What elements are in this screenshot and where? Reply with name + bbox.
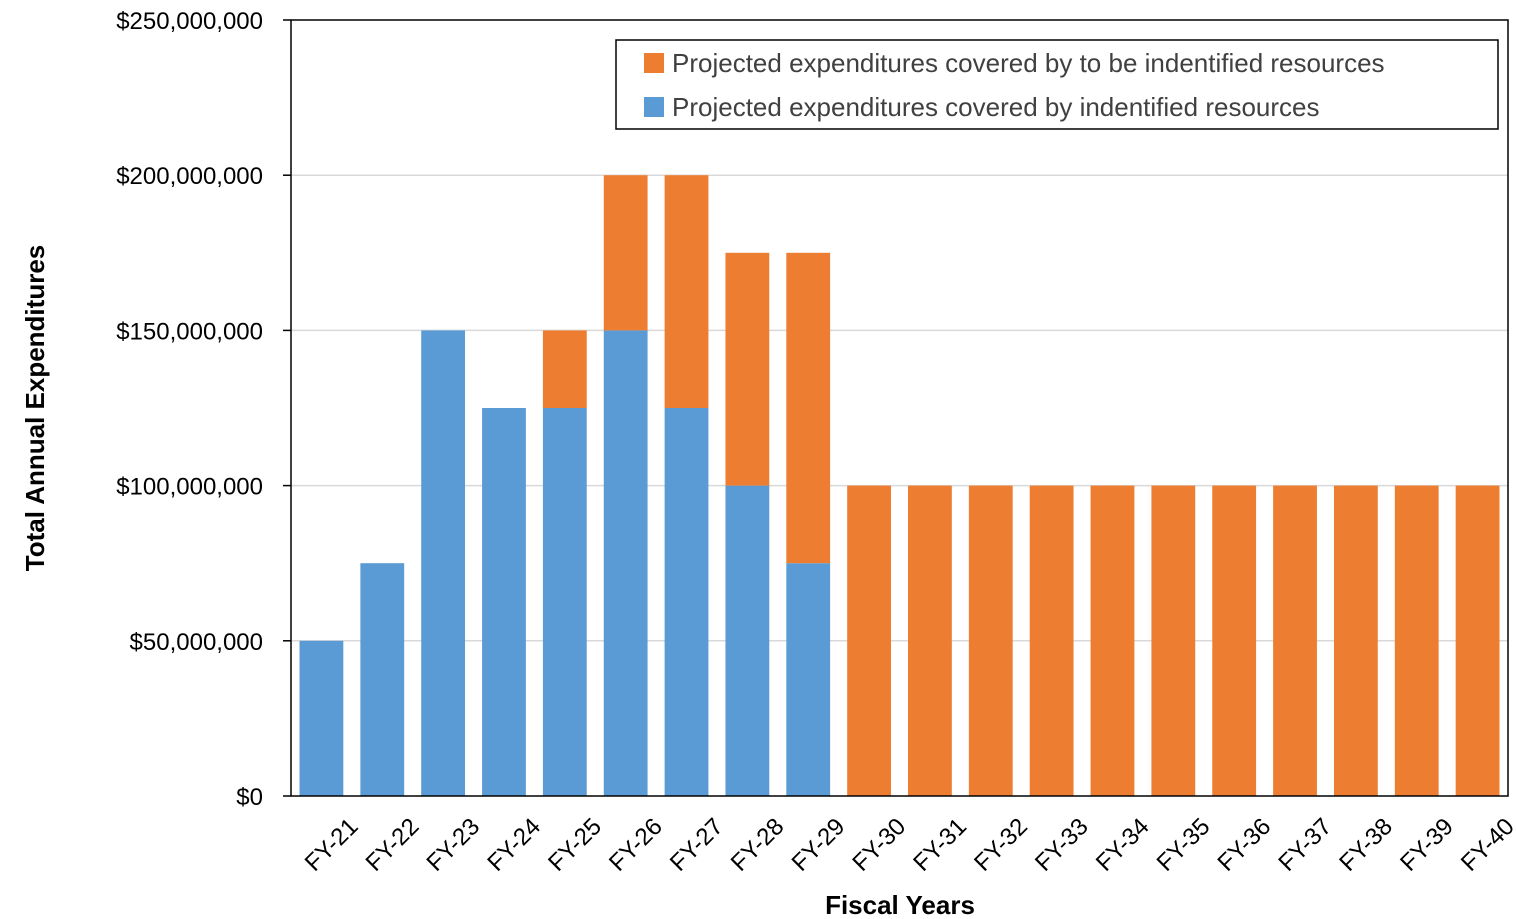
x-tick-label: FY-34 — [1091, 813, 1155, 877]
y-axis-title: Total Annual Expenditures — [20, 245, 50, 571]
y-tick-label: $0 — [236, 784, 263, 811]
y-tick-label: $50,000,000 — [130, 629, 263, 656]
x-tick-label: FY-24 — [482, 813, 546, 877]
x-tick-label: FY-32 — [969, 813, 1033, 877]
bars — [299, 175, 1500, 796]
y-tick-label: $250,000,000 — [116, 8, 263, 35]
bar-to-be-identified-fy-29 — [786, 252, 831, 564]
x-tick-label: FY-33 — [1030, 813, 1094, 877]
x-tick-label: FY-39 — [1395, 813, 1459, 877]
bar-to-be-identified-fy-39 — [1394, 485, 1439, 796]
x-tick-label: FY-27 — [665, 813, 729, 877]
x-tick-label: FY-23 — [421, 813, 485, 877]
x-tick-label: FY-29 — [787, 813, 851, 877]
y-tick-label: $150,000,000 — [116, 318, 263, 345]
y-axis-ticks: $0 $50,000,000 $100,000,000 $150,000,000 $20… — [116, 8, 291, 811]
bar-identified-fy-27 — [664, 408, 709, 796]
bar-to-be-identified-fy-26 — [603, 175, 648, 331]
x-tick-label: FY-21 — [300, 813, 364, 877]
x-tick-label: FY-22 — [361, 813, 425, 877]
x-tick-label: FY-38 — [1334, 813, 1398, 877]
bar-identified-fy-22 — [360, 563, 405, 796]
x-axis-title: Fiscal Years — [825, 890, 975, 919]
x-axis-ticks: FY-21FY-22FY-23FY-24FY-25FY-26FY-27FY-28… — [300, 813, 1516, 877]
y-tick-label: $200,000,000 — [116, 163, 263, 190]
bar-to-be-identified-fy-25 — [542, 330, 587, 408]
x-tick-label: FY-30 — [847, 813, 911, 877]
bar-to-be-identified-fy-28 — [725, 252, 770, 486]
bar-identified-fy-25 — [542, 408, 587, 796]
x-tick-label: FY-26 — [604, 813, 668, 877]
bar-to-be-identified-fy-27 — [664, 175, 709, 408]
bar-to-be-identified-fy-35 — [1151, 485, 1196, 796]
legend-label: Projected expenditures covered by indent… — [672, 92, 1320, 122]
x-tick-label: FY-25 — [543, 813, 607, 877]
bar-to-be-identified-fy-33 — [1029, 485, 1074, 796]
x-tick-label: FY-37 — [1273, 813, 1337, 877]
legend-box — [615, 39, 1499, 130]
bar-to-be-identified-fy-36 — [1212, 485, 1257, 796]
legend-swatch — [644, 97, 664, 117]
bar-identified-fy-28 — [725, 485, 770, 796]
plot-frame — [290, 19, 1509, 797]
legend-swatch — [644, 53, 664, 73]
bar-identified-fy-26 — [603, 330, 648, 796]
x-tick-label: FY-36 — [1213, 813, 1277, 877]
bar-identified-fy-29 — [786, 563, 831, 796]
bar-to-be-identified-fy-37 — [1273, 485, 1317, 796]
x-tick-label: FY-35 — [1152, 813, 1216, 877]
x-tick-label: FY-31 — [908, 813, 972, 877]
legend-label: Projected expenditures covered by to be … — [672, 48, 1385, 78]
legend: Projected expenditures covered by to be … — [615, 39, 1499, 130]
bar-to-be-identified-fy-31 — [908, 485, 952, 796]
bar-to-be-identified-fy-38 — [1333, 485, 1378, 796]
bar-to-be-identified-fy-40 — [1455, 485, 1500, 796]
bar-to-be-identified-fy-34 — [1090, 485, 1135, 796]
bar-identified-fy-23 — [421, 330, 466, 796]
bar-to-be-identified-fy-30 — [847, 485, 891, 796]
bar-identified-fy-21 — [299, 640, 344, 796]
x-tick-label: FY-28 — [726, 813, 790, 877]
bar-identified-fy-24 — [482, 408, 526, 796]
gridlines — [291, 174, 1508, 642]
y-tick-label: $100,000,000 — [116, 474, 263, 501]
x-tick-label: FY-40 — [1456, 813, 1516, 877]
bar-to-be-identified-fy-32 — [968, 485, 1013, 796]
